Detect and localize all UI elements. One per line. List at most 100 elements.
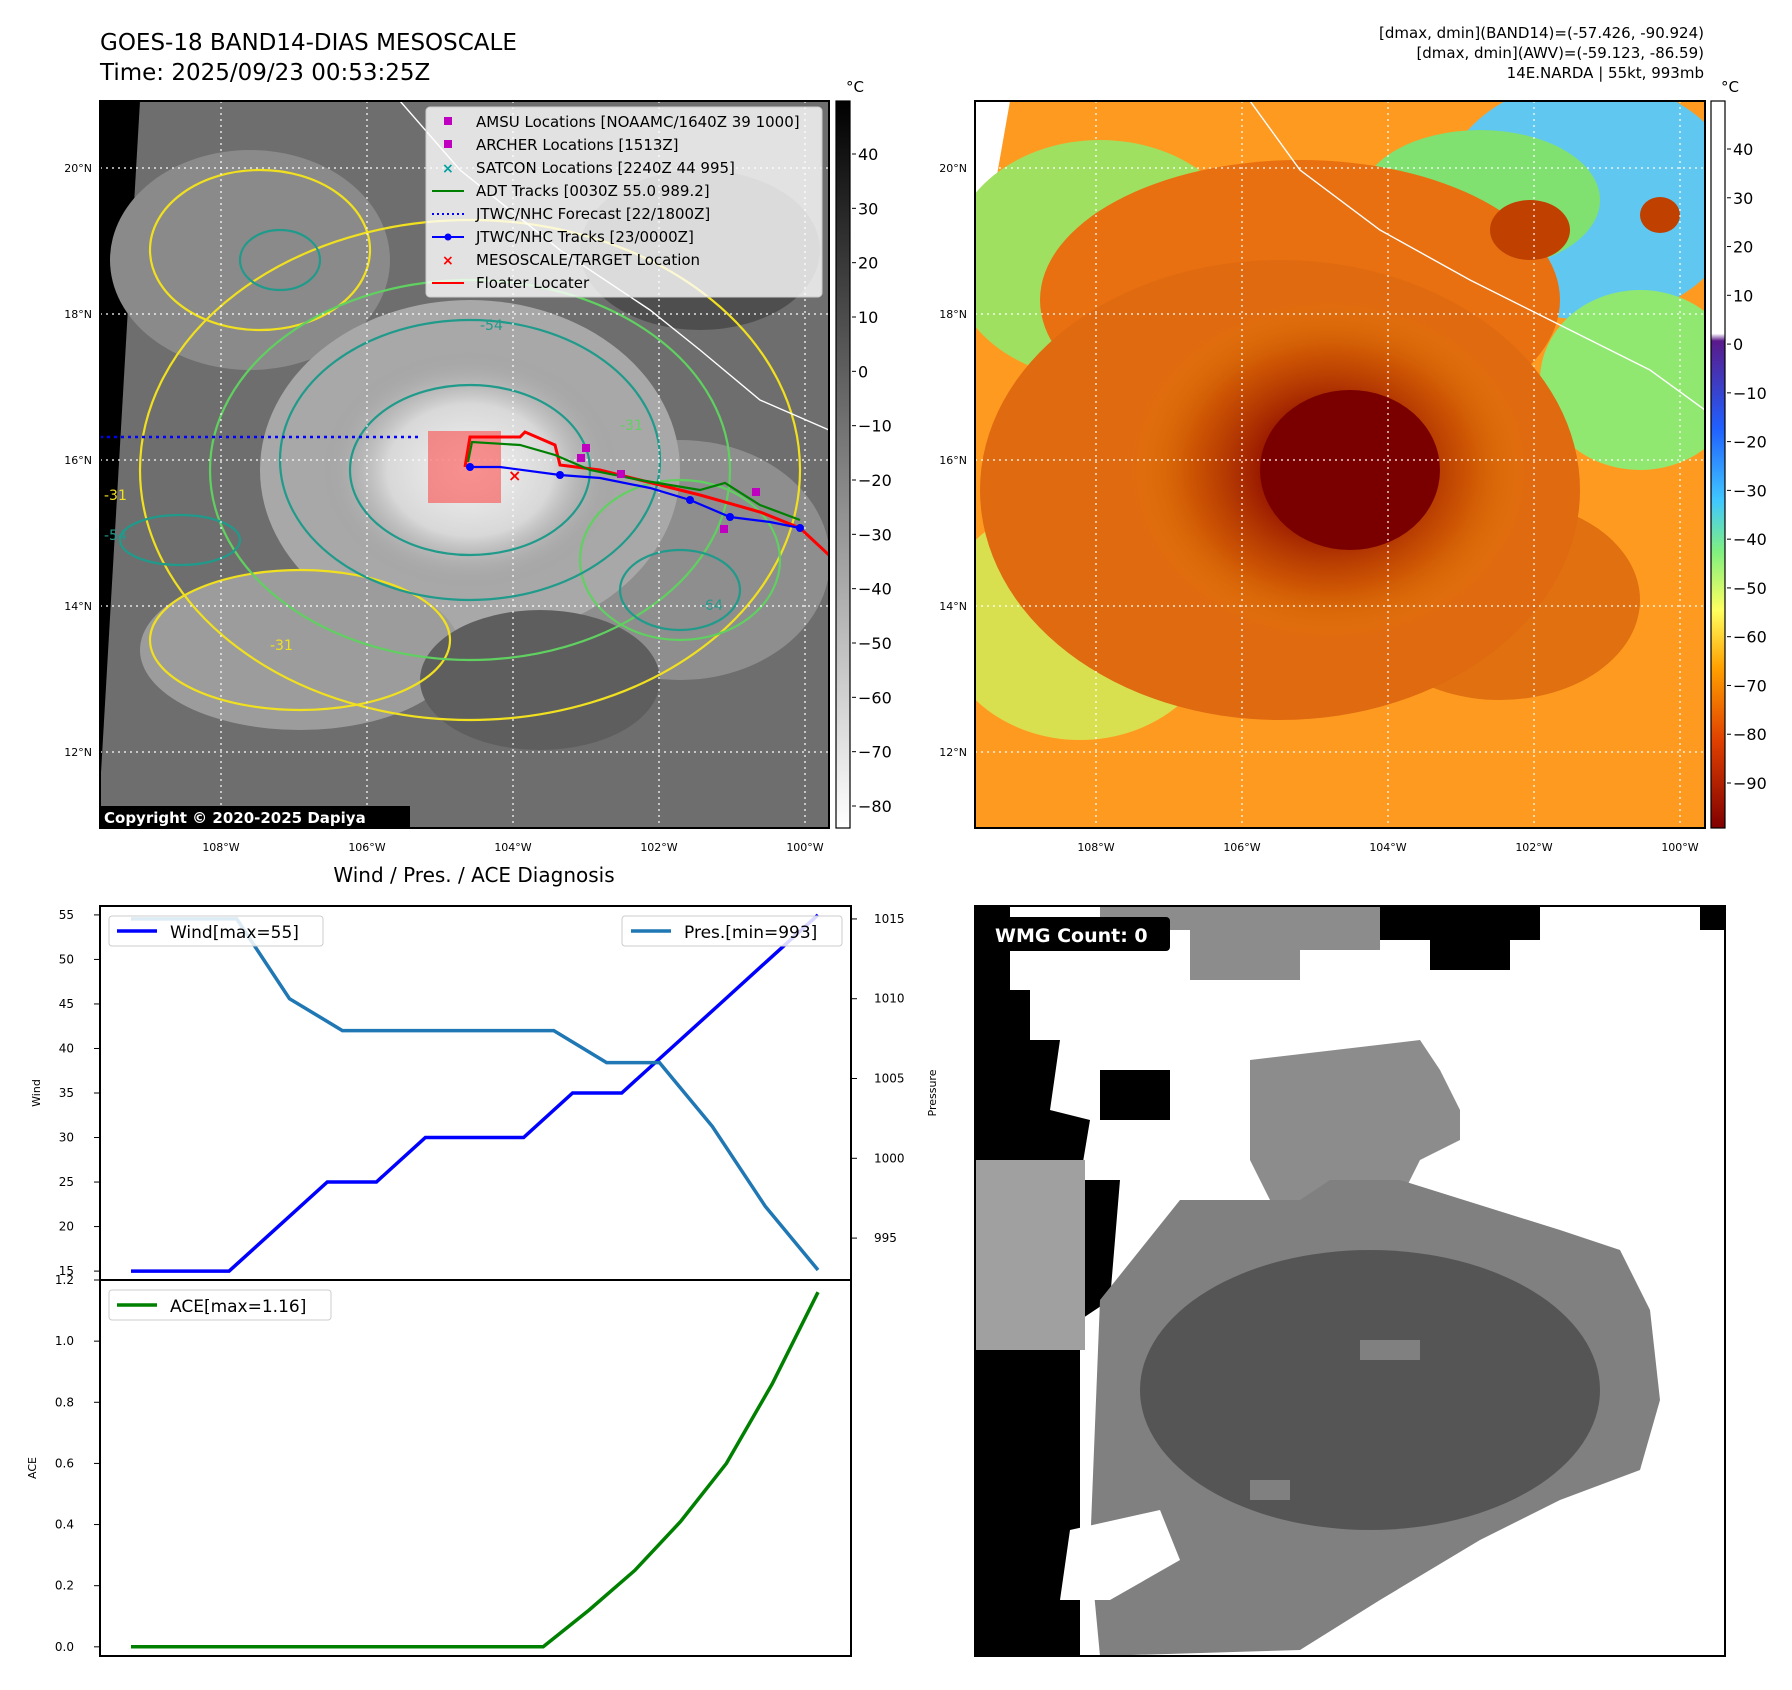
wmg-dark-gray-core (1140, 1250, 1600, 1530)
contour-label: -64 (700, 598, 723, 614)
lat-label: 16°N (939, 454, 967, 467)
info-line-awv: [dmax, dmin](AWV)=(-59.123, -86.59) (1416, 44, 1704, 62)
wmg-light-gray-region (975, 1160, 1085, 1350)
legend-forecast-label: JTWC/NHC Forecast [22/1800Z] (475, 205, 710, 223)
awv-coastline (1249, 101, 1705, 411)
wmg-panel: WMG Count: 0 (974, 905, 1726, 1657)
wind-tick-label: 15 (59, 1264, 74, 1278)
legend-floater-label: Floater Locater (476, 274, 590, 292)
ace-tick-label: 0.0 (55, 1640, 74, 1654)
wind-tick-label: 50 (59, 952, 74, 966)
ace-plot: ACE 1.2 1.0 0.8 0.6 0.4 0.2 0.0 ACE[max=1.16] (26, 1273, 852, 1657)
lat-label: 14°N (939, 600, 967, 613)
contour-label: -54 (480, 318, 503, 334)
pressure-tick-label: 1000 (874, 1151, 905, 1165)
colorbar-tick-label: −80 (1733, 725, 1767, 744)
figure-title-line2: Time: 2025/09/23 00:53:25Z (99, 60, 430, 86)
ace-tick-label: 1.2 (55, 1273, 74, 1287)
lon-label: 102°W (640, 841, 677, 854)
lat-label: 12°N (64, 746, 92, 759)
colorbar-tick-label: −50 (858, 634, 892, 653)
adt-track (466, 440, 801, 522)
lat-label: 20°N (939, 162, 967, 175)
lon-label: 108°W (1077, 841, 1114, 854)
ir-colorbar: °C 40 30 20 10 0 −10 −20 −30 −40 −50 −60 −70 −80 (835, 78, 892, 829)
wind-tick-label: 30 (59, 1131, 74, 1145)
colorbar-tick-label: −70 (1733, 676, 1767, 695)
contour-label: -31 (104, 488, 127, 504)
lon-label: 102°W (1515, 841, 1552, 854)
lon-label: 104°W (1369, 841, 1406, 854)
legend-jtwc-dot (444, 233, 452, 241)
wmg-badge-box (984, 917, 1170, 951)
lon-label: 100°W (786, 841, 823, 854)
legend-archer-marker (444, 140, 452, 148)
lat-label: 14°N (64, 600, 92, 613)
pressure-tick-label: 1005 (874, 1072, 905, 1086)
colorbar-tick-label: −90 (1733, 774, 1767, 793)
legend-archer-label: ARCHER Locations [1513Z] (476, 136, 679, 154)
diagnosis-title: Wind / Pres. / ACE Diagnosis (333, 863, 614, 887)
pressure-axis-label: Pressure (926, 1069, 939, 1116)
colorbar-tick-label: −80 (858, 797, 892, 816)
wind-series-line (131, 913, 820, 1273)
colorbar-tick-label: 20 (858, 254, 878, 273)
pressure-tick-label: 995 (874, 1231, 897, 1245)
colorbar-tick-label: 40 (858, 145, 878, 164)
ir-map-panel: -54 -31 -54 -64 -31 -31 (64, 100, 830, 854)
lon-label: 108°W (202, 841, 239, 854)
lat-label: 20°N (64, 162, 92, 175)
lon-label: 100°W (1661, 841, 1698, 854)
ace-tick-label: 0.2 (55, 1579, 74, 1593)
awv-map-panel: 108°W 106°W 104°W 102°W 100°W 20°N 18°N … (939, 100, 1706, 854)
wind-tick-label: 55 (59, 908, 74, 922)
copyright-box (100, 806, 410, 828)
pressure-legend: Pres.[min=993] (621, 915, 843, 947)
wind-tick-label: 25 (59, 1175, 74, 1189)
colorbar-tick-label: −20 (1733, 433, 1767, 452)
colorbar-tick-label: −60 (1733, 628, 1767, 647)
ir-colorbar-unit: °C (846, 78, 864, 96)
colorbar-tick-label: −40 (858, 580, 892, 599)
info-line-band14: [dmax, dmin](BAND14)=(-57.426, -90.924) (1379, 24, 1704, 42)
lon-label: 106°W (348, 841, 385, 854)
pressure-legend-label: Pres.[min=993] (684, 923, 817, 943)
jtwc-track-points (466, 463, 804, 532)
lat-label: 16°N (64, 454, 92, 467)
lat-label: 18°N (64, 308, 92, 321)
lat-label: 12°N (939, 746, 967, 759)
ace-tick-label: 0.8 (55, 1395, 74, 1409)
wind-legend-label: Wind[max=55] (170, 923, 299, 943)
legend-amsu-marker (444, 117, 452, 125)
colorbar-tick-label: 10 (1733, 286, 1753, 305)
colorbar-tick-label: −20 (858, 471, 892, 490)
info-line-storm: 14E.NARDA | 55kt, 993mb (1507, 64, 1704, 82)
wind-axis-label: Wind (30, 1079, 43, 1107)
colorbar-tick-label: −30 (858, 525, 892, 544)
contour-label: -31 (270, 638, 293, 654)
figure-title-line1: GOES-18 BAND14-DIAS MESOSCALE (100, 30, 517, 56)
ir-legend: AMSU Locations [NOAAMC/1640Z 39 1000] AR… (425, 106, 823, 298)
ace-tick-label: 0.4 (55, 1518, 74, 1532)
lon-label: 106°W (1223, 841, 1260, 854)
ace-legend-label: ACE[max=1.16] (170, 1297, 306, 1317)
wind-tick-label: 35 (59, 1086, 74, 1100)
ace-tick-label: 0.6 (55, 1456, 74, 1470)
ace-legend: ACE[max=1.16] (108, 1289, 332, 1321)
ace-tick-label: 1.0 (55, 1334, 74, 1348)
ace-series-line (131, 1291, 820, 1649)
awv-gridlines (975, 101, 1705, 828)
legend-jtwc-label: JTWC/NHC Tracks [23/0000Z] (475, 228, 694, 246)
lon-label: 104°W (494, 841, 531, 854)
colorbar-tick-label: −50 (1733, 579, 1767, 598)
wind-tick-label: 45 (59, 997, 74, 1011)
target-x-marker: × (508, 466, 521, 485)
colorbar-tick-label: 30 (1733, 189, 1753, 208)
colorbar-tick-label: 20 (1733, 238, 1753, 257)
colorbar-tick-label: −60 (858, 688, 892, 707)
colorbar-tick-label: −30 (1733, 481, 1767, 500)
legend-target-label: MESOSCALE/TARGET Location (476, 251, 700, 269)
colorbar-tick-label: −70 (858, 743, 892, 762)
pressure-tick-label: 1015 (874, 912, 905, 926)
